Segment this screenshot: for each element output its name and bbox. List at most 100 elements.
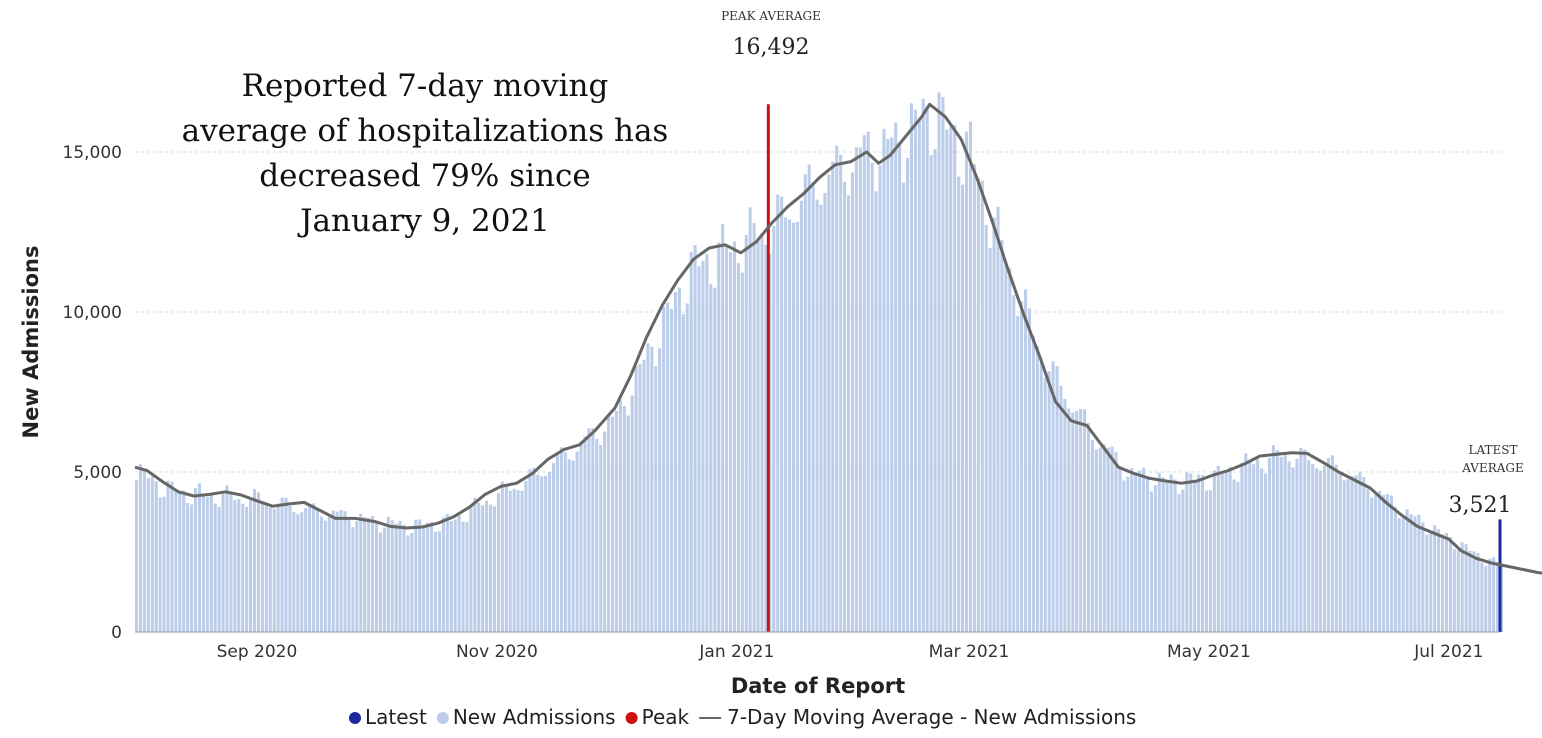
admission-bar xyxy=(1126,476,1130,632)
admission-bar xyxy=(276,503,280,632)
admission-bar xyxy=(1244,453,1248,632)
admission-bar xyxy=(610,416,615,632)
admission-bar xyxy=(866,131,870,632)
admission-bar xyxy=(941,96,945,632)
legend-marker xyxy=(349,712,361,724)
admission-bar xyxy=(768,253,772,633)
admission-bar xyxy=(1295,458,1299,632)
admission-bar xyxy=(461,521,465,632)
admission-bar xyxy=(1043,377,1047,632)
admission-bar xyxy=(441,517,445,632)
admission-bar xyxy=(630,395,634,632)
admission-bar xyxy=(732,241,736,632)
admission-bar xyxy=(374,522,379,632)
admission-bar xyxy=(528,469,532,632)
admission-bar xyxy=(1381,494,1386,632)
admission-bar xyxy=(705,253,709,632)
legend-marker xyxy=(625,712,638,724)
admission-bar xyxy=(579,441,583,632)
admission-bar xyxy=(418,519,422,632)
admission-bar xyxy=(209,494,213,632)
admission-bar xyxy=(520,490,524,632)
admission-bar xyxy=(673,291,677,632)
legend-label: Peak xyxy=(642,705,690,729)
admission-bar xyxy=(1354,475,1358,632)
admission-bar xyxy=(622,406,626,632)
admission-bar xyxy=(323,520,327,632)
admission-bar xyxy=(138,464,143,632)
admission-bar xyxy=(882,128,886,632)
admission-bar xyxy=(170,481,174,632)
admission-bar xyxy=(363,516,367,632)
admission-bar xyxy=(1118,467,1122,632)
admission-bar xyxy=(1106,447,1110,632)
admission-bar xyxy=(1444,532,1448,632)
admission-bar xyxy=(1417,514,1421,632)
admission-bar xyxy=(614,410,618,632)
admission-bar xyxy=(166,480,170,632)
admission-bar xyxy=(906,157,910,632)
admission-bar xyxy=(1267,457,1271,632)
admission-bar xyxy=(288,506,292,632)
admission-bar xyxy=(1350,476,1354,632)
admission-bar xyxy=(331,510,335,632)
admission-bar xyxy=(1165,480,1169,632)
x-tick-label: Nov 2020 xyxy=(456,642,538,662)
admission-bar xyxy=(1031,335,1035,632)
admission-bar xyxy=(748,207,752,632)
annotation-line-1: Reported 7-day moving xyxy=(242,68,609,104)
admission-bar xyxy=(587,428,591,632)
admission-bar xyxy=(1393,506,1397,632)
admission-bar xyxy=(1326,458,1330,632)
admission-bar xyxy=(1142,467,1146,632)
admission-bar xyxy=(453,519,457,632)
admission-bar xyxy=(666,302,670,632)
admission-bar xyxy=(1440,534,1445,632)
admission-bar xyxy=(1437,529,1441,632)
admission-bar xyxy=(1492,557,1496,632)
x-axis-ticks: Sep 2020 Nov 2020 Jan 2021 Mar 2021 May 2021… xyxy=(217,642,1484,662)
admission-bar xyxy=(571,460,575,632)
admission-bar xyxy=(1232,479,1236,632)
admission-bar xyxy=(536,474,540,632)
admission-bar xyxy=(1429,533,1433,632)
admission-bar xyxy=(898,143,902,632)
admission-bar xyxy=(795,221,799,632)
admission-bar xyxy=(1433,525,1437,632)
admission-bar xyxy=(540,476,544,632)
admission-bar xyxy=(1421,522,1425,632)
admission-bar xyxy=(249,497,253,632)
admission-bar xyxy=(567,459,571,632)
admission-bar xyxy=(1456,550,1460,632)
admission-bar xyxy=(921,98,925,632)
x-tick-label: Sep 2020 xyxy=(217,642,298,662)
admission-bar xyxy=(1090,440,1094,632)
admission-bar xyxy=(591,428,595,632)
admission-bar xyxy=(1240,462,1244,632)
admission-bar xyxy=(343,511,347,632)
admission-bar xyxy=(237,498,241,632)
peak-label: PEAK AVERAGE xyxy=(721,9,821,23)
admission-bar xyxy=(1224,471,1228,632)
admission-bar xyxy=(709,283,713,632)
admission-bar xyxy=(913,109,917,633)
legend-marker xyxy=(436,712,449,724)
annotation: Reported 7-day moving average of hospita… xyxy=(182,68,669,239)
admission-bar xyxy=(988,247,992,633)
admission-bar xyxy=(1059,385,1063,632)
admission-bar xyxy=(736,263,740,632)
admission-bar xyxy=(150,476,154,632)
admission-bar xyxy=(229,493,233,632)
admission-bar xyxy=(414,519,418,632)
admission-bar xyxy=(752,223,756,633)
admission-bar xyxy=(803,174,807,632)
admission-bar xyxy=(508,490,512,632)
admission-bar xyxy=(1248,461,1252,632)
admission-bar xyxy=(937,92,941,632)
legend-label: Latest xyxy=(365,705,427,729)
admission-bar xyxy=(1452,549,1456,632)
admission-bar xyxy=(1169,474,1173,632)
peak-latest-markers xyxy=(766,104,1502,632)
admission-bar xyxy=(1397,518,1401,632)
